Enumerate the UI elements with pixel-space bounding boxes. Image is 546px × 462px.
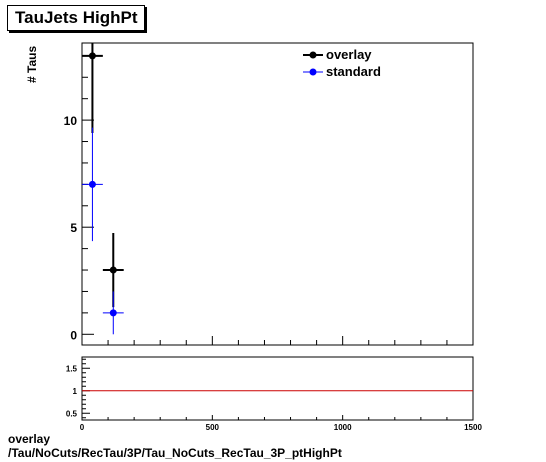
footer: overlay /Tau/NoCuts/RecTau/3P/Tau_NoCuts… [8, 432, 342, 460]
standard-point [88, 180, 96, 188]
legend-standard-marker [309, 68, 317, 76]
ratio-x-tick-label: 1500 [464, 423, 482, 432]
ratio-frame [81, 356, 474, 421]
legend: overlay standard [303, 47, 381, 79]
main-y-tick-label: 10 [64, 114, 78, 128]
footer-line-1: overlay [8, 432, 51, 446]
footer-line-2: /Tau/NoCuts/RecTau/3P/Tau_NoCuts_RecTau_… [8, 446, 342, 460]
legend-overlay-marker [309, 51, 317, 59]
ratio-axes: 0.5 1 1.5 0 500 1000 1500 [66, 358, 482, 432]
legend-standard-label: standard [326, 64, 381, 79]
main-axes: 0 5 10 [64, 55, 474, 345]
standard-point [109, 309, 117, 317]
ratio-y-tick-label: 1 [73, 387, 78, 396]
main-frame [81, 42, 474, 346]
ratio-x-tick-label: 500 [206, 423, 220, 432]
main-y-tick-label: 0 [70, 328, 77, 342]
main-marks [82, 43, 124, 335]
ratio-y-tick-label: 1.5 [66, 364, 78, 373]
y-axis-label: # Taus [25, 46, 39, 83]
overlay-point [88, 52, 96, 60]
ratio-x-tick-label: 0 [80, 423, 85, 432]
ratio-y-tick-label: 0.5 [66, 409, 78, 418]
legend-overlay-label: overlay [326, 47, 372, 62]
ratio-x-tick-label: 1000 [334, 423, 352, 432]
overlay-point [109, 266, 117, 274]
chart-title: TauJets HighPt [7, 5, 146, 31]
main-y-tick-label: 5 [70, 221, 77, 235]
